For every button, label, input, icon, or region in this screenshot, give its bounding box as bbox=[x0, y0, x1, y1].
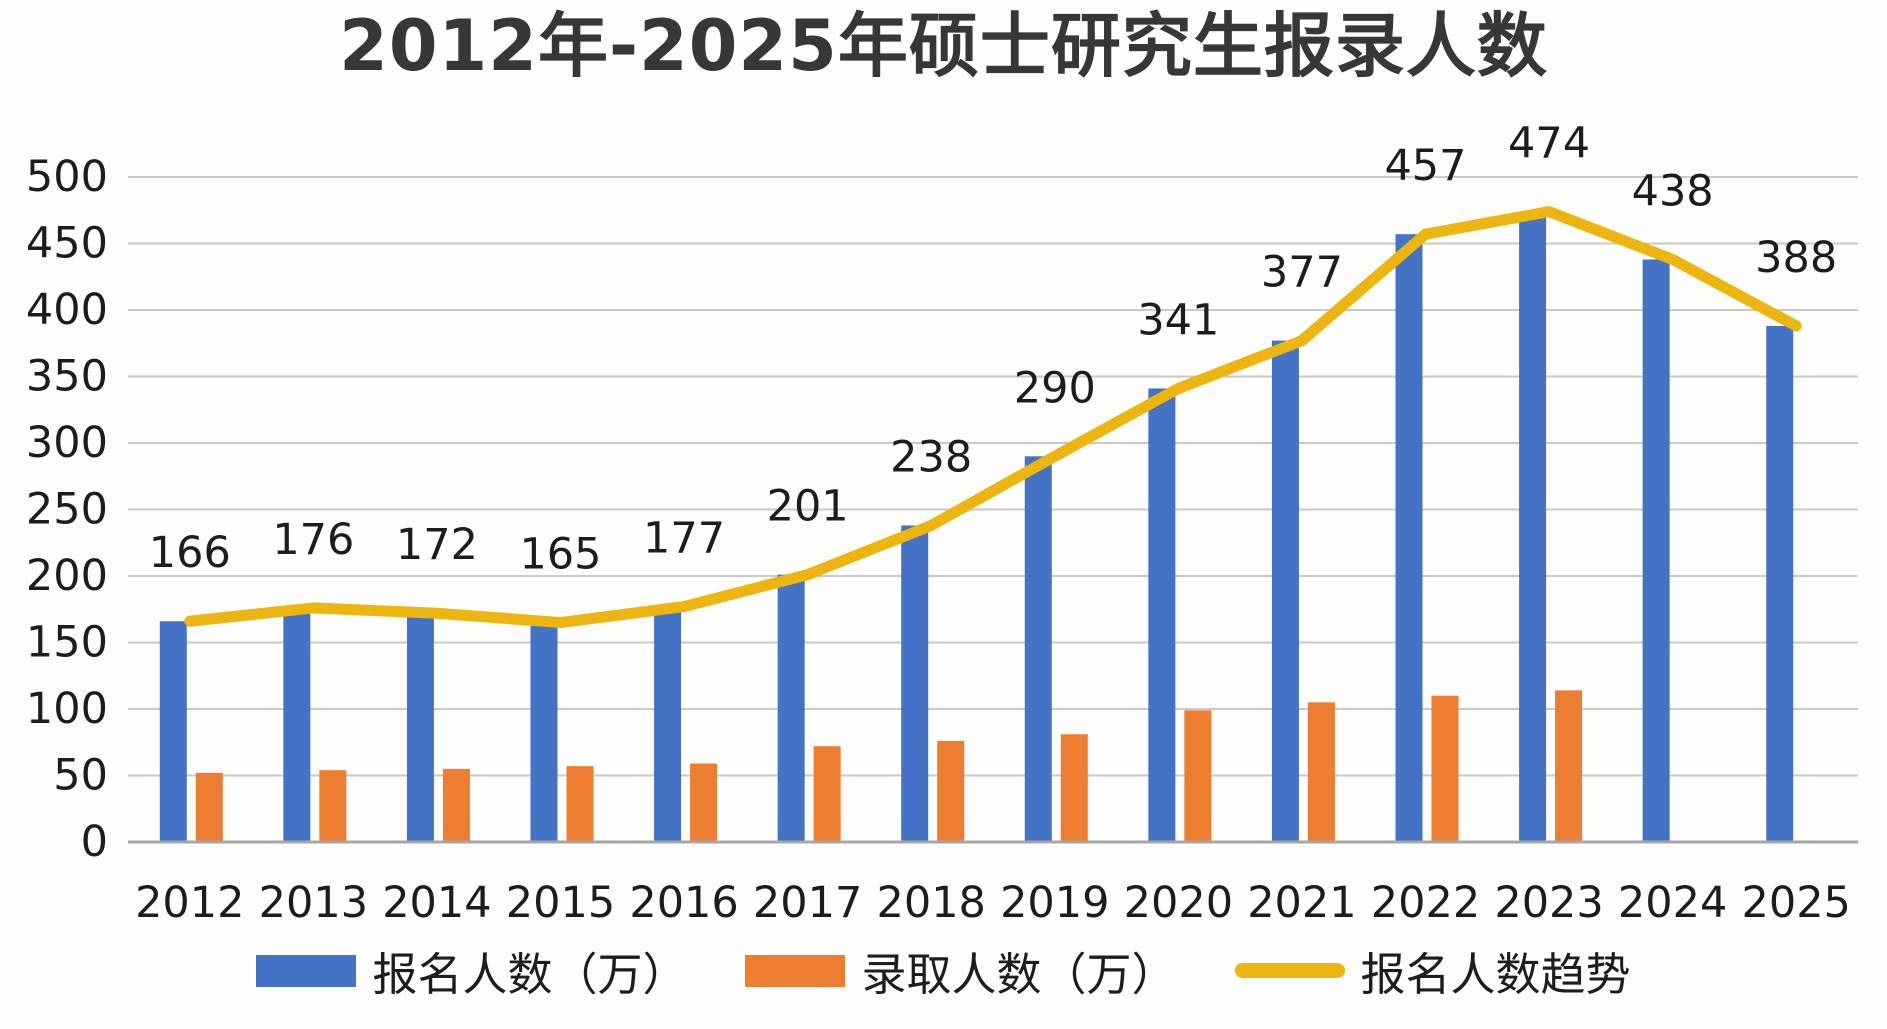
applicants-bar-2018 bbox=[901, 525, 929, 842]
legend-item-label: 报名人数（万） bbox=[372, 948, 688, 1001]
data-label: 341 bbox=[1137, 295, 1219, 345]
x-tick-label: 2025 bbox=[1741, 878, 1850, 928]
y-tick-label: 450 bbox=[26, 219, 108, 269]
y-tick-label: 400 bbox=[26, 285, 108, 335]
chart-title: 2012年-2025年硕士研究生报录人数 bbox=[339, 5, 1548, 87]
admissions-bar-2021 bbox=[1307, 702, 1335, 842]
x-tick-label: 2015 bbox=[506, 878, 615, 928]
y-tick-label: 50 bbox=[53, 751, 108, 801]
x-tick-label: 2013 bbox=[259, 878, 368, 928]
data-label: 457 bbox=[1384, 141, 1466, 191]
admissions-bar-2023 bbox=[1555, 690, 1583, 842]
y-tick-label: 250 bbox=[26, 485, 108, 535]
x-tick-label: 2012 bbox=[135, 878, 244, 928]
admissions-bar-2012 bbox=[195, 772, 223, 842]
x-tick-label: 2021 bbox=[1247, 878, 1356, 928]
legend: 报名人数（万） 录取人数（万） 报名人数趋势 bbox=[0, 938, 1887, 1003]
data-label: 176 bbox=[272, 515, 354, 565]
applicants-bar-2022 bbox=[1395, 234, 1423, 842]
legend-square-marker-icon bbox=[745, 954, 846, 987]
x-tick-label: 2024 bbox=[1618, 878, 1727, 928]
applicants-bar-2015 bbox=[530, 622, 558, 842]
legend-item-label: 录取人数（万） bbox=[861, 948, 1177, 1001]
admissions-bar-2018 bbox=[937, 740, 965, 842]
applicants-bar-2012 bbox=[159, 621, 187, 842]
y-tick-label: 150 bbox=[26, 618, 108, 668]
y-tick-label: 500 bbox=[26, 152, 108, 202]
admissions-bar-2014 bbox=[442, 768, 470, 842]
trend-line bbox=[184, 206, 1802, 629]
y-tick-label: 0 bbox=[81, 817, 108, 867]
data-label: 377 bbox=[1261, 248, 1343, 298]
applicants-bar-2013 bbox=[283, 607, 311, 842]
data-label: 290 bbox=[1014, 363, 1096, 413]
admissions-bar-2019 bbox=[1060, 734, 1088, 842]
data-label: 177 bbox=[643, 514, 725, 564]
x-tick-label: 2020 bbox=[1124, 878, 1233, 928]
data-label: 166 bbox=[149, 528, 231, 578]
x-tick-label: 2014 bbox=[382, 878, 491, 928]
applicants-bar-2023 bbox=[1519, 211, 1547, 842]
admissions-bar-2013 bbox=[319, 770, 347, 842]
admissions-bar-2020 bbox=[1184, 710, 1212, 842]
admissions-bar-2022 bbox=[1431, 695, 1459, 842]
y-tick-label: 200 bbox=[26, 551, 108, 601]
data-label: 438 bbox=[1632, 166, 1714, 216]
applicants-bar-2020 bbox=[1148, 388, 1176, 842]
admissions-bar-2016 bbox=[690, 763, 718, 842]
x-tick-label: 2016 bbox=[629, 878, 738, 928]
y-tick-label: 350 bbox=[26, 352, 108, 402]
applicants-bar-2024 bbox=[1642, 259, 1670, 843]
x-tick-label: 2023 bbox=[1494, 878, 1603, 928]
data-label: 172 bbox=[396, 520, 478, 570]
data-label: 238 bbox=[890, 432, 972, 482]
applicants-bar-2017 bbox=[777, 574, 805, 842]
admissions-bar-2015 bbox=[566, 766, 594, 842]
data-label: 474 bbox=[1508, 119, 1590, 169]
legend-item-label: 报名人数趋势 bbox=[1360, 948, 1631, 1001]
legend-item-admissions: 录取人数（万） bbox=[745, 938, 1177, 1003]
applicants-bar-2019 bbox=[1024, 456, 1052, 842]
legend-square-marker-icon bbox=[256, 954, 357, 987]
legend-line-marker-icon bbox=[1234, 963, 1345, 978]
x-tick-label: 2018 bbox=[876, 878, 985, 928]
applicants-bar-2014 bbox=[406, 613, 434, 842]
data-label: 165 bbox=[519, 530, 601, 580]
y-tick-label: 100 bbox=[26, 684, 108, 734]
x-tick-label: 2022 bbox=[1371, 878, 1480, 928]
y-tick-label: 300 bbox=[26, 418, 108, 468]
x-tick-label: 2017 bbox=[753, 878, 862, 928]
x-tick-label: 2019 bbox=[1000, 878, 1109, 928]
applicants-bar-2021 bbox=[1271, 340, 1299, 842]
applicants-bar-2025 bbox=[1766, 325, 1794, 843]
admissions-bar-2017 bbox=[813, 746, 841, 842]
legend-item-trend: 报名人数趋势 bbox=[1234, 938, 1631, 1003]
applicants-bar-2016 bbox=[654, 606, 682, 842]
legend-item-applicants: 报名人数（万） bbox=[256, 938, 687, 1003]
data-label: 201 bbox=[767, 482, 849, 532]
data-label: 388 bbox=[1755, 233, 1837, 283]
